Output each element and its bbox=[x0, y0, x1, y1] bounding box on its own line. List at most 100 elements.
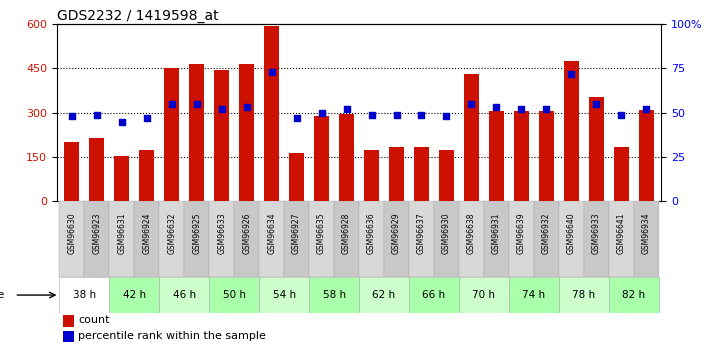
Bar bbox=[139, 150, 154, 201]
Bar bbox=[484, 201, 509, 277]
Bar bbox=[564, 61, 579, 201]
Bar bbox=[534, 201, 559, 277]
Bar bbox=[60, 201, 85, 277]
Bar bbox=[109, 201, 134, 277]
Bar bbox=[63, 331, 74, 342]
Point bbox=[515, 107, 527, 112]
Point bbox=[91, 112, 102, 117]
Text: 54 h: 54 h bbox=[272, 290, 296, 300]
Text: GSM96634: GSM96634 bbox=[267, 213, 276, 254]
Bar bbox=[364, 150, 379, 201]
Bar bbox=[539, 111, 554, 201]
Point bbox=[291, 115, 302, 121]
Point bbox=[641, 107, 652, 112]
Text: GSM96638: GSM96638 bbox=[467, 213, 476, 254]
Text: GSM96926: GSM96926 bbox=[242, 213, 251, 254]
Text: GSM96932: GSM96932 bbox=[542, 213, 551, 254]
Text: 58 h: 58 h bbox=[323, 290, 346, 300]
Text: GSM96641: GSM96641 bbox=[616, 213, 626, 254]
Bar bbox=[409, 201, 434, 277]
Bar bbox=[65, 142, 80, 201]
Bar bbox=[189, 64, 204, 201]
Text: GSM96636: GSM96636 bbox=[367, 213, 376, 254]
Point bbox=[266, 69, 277, 75]
Text: GSM96929: GSM96929 bbox=[392, 213, 401, 254]
Text: GSM96933: GSM96933 bbox=[592, 213, 601, 254]
Bar bbox=[509, 201, 534, 277]
Bar bbox=[614, 147, 629, 201]
Bar bbox=[159, 277, 209, 313]
Bar bbox=[309, 201, 334, 277]
Bar bbox=[414, 147, 429, 201]
Bar bbox=[90, 138, 105, 201]
Bar bbox=[559, 277, 609, 313]
Bar bbox=[464, 75, 479, 201]
Text: percentile rank within the sample: percentile rank within the sample bbox=[78, 331, 266, 341]
Point bbox=[441, 114, 452, 119]
Bar bbox=[634, 201, 658, 277]
Text: GSM96639: GSM96639 bbox=[517, 213, 526, 254]
Bar bbox=[260, 201, 284, 277]
Text: GDS2232 / 1419598_at: GDS2232 / 1419598_at bbox=[57, 9, 218, 23]
Bar bbox=[184, 201, 209, 277]
Text: 50 h: 50 h bbox=[223, 290, 246, 300]
Bar bbox=[85, 201, 109, 277]
Point bbox=[366, 112, 378, 117]
Point bbox=[216, 107, 228, 112]
Bar bbox=[459, 201, 484, 277]
Bar bbox=[239, 64, 254, 201]
Bar bbox=[309, 277, 359, 313]
Text: time: time bbox=[0, 290, 4, 300]
Bar bbox=[63, 315, 74, 327]
Point bbox=[566, 71, 577, 77]
Text: GSM96631: GSM96631 bbox=[117, 213, 127, 254]
Point bbox=[241, 105, 252, 110]
Bar bbox=[264, 26, 279, 201]
Bar bbox=[514, 111, 529, 201]
Text: 74 h: 74 h bbox=[523, 290, 545, 300]
Bar bbox=[209, 277, 260, 313]
Point bbox=[191, 101, 203, 107]
Text: 70 h: 70 h bbox=[472, 290, 496, 300]
Bar bbox=[60, 277, 109, 313]
Bar bbox=[134, 201, 159, 277]
Text: GSM96633: GSM96633 bbox=[217, 213, 226, 254]
Bar bbox=[114, 156, 129, 201]
Text: 46 h: 46 h bbox=[173, 290, 196, 300]
Text: GSM96635: GSM96635 bbox=[317, 213, 326, 254]
Text: GSM96924: GSM96924 bbox=[142, 213, 151, 254]
Text: GSM96927: GSM96927 bbox=[292, 213, 301, 254]
Point bbox=[316, 110, 327, 116]
Bar bbox=[314, 116, 329, 201]
Text: GSM96928: GSM96928 bbox=[342, 213, 351, 254]
Point bbox=[116, 119, 127, 125]
Point bbox=[416, 112, 427, 117]
Text: GSM96930: GSM96930 bbox=[442, 213, 451, 254]
Text: GSM96925: GSM96925 bbox=[192, 213, 201, 254]
Text: count: count bbox=[78, 315, 109, 325]
Bar bbox=[384, 201, 409, 277]
Point bbox=[341, 107, 352, 112]
Bar bbox=[359, 277, 409, 313]
Bar bbox=[434, 201, 459, 277]
Bar bbox=[559, 201, 584, 277]
Point bbox=[491, 105, 502, 110]
Bar bbox=[339, 114, 354, 201]
Text: 62 h: 62 h bbox=[373, 290, 395, 300]
Bar bbox=[359, 201, 384, 277]
Bar bbox=[289, 152, 304, 201]
Bar bbox=[609, 277, 658, 313]
Bar bbox=[164, 68, 179, 201]
Bar bbox=[159, 201, 184, 277]
Bar bbox=[109, 277, 159, 313]
Text: 66 h: 66 h bbox=[422, 290, 446, 300]
Bar bbox=[260, 277, 309, 313]
Bar bbox=[409, 277, 459, 313]
Text: GSM96640: GSM96640 bbox=[567, 213, 576, 254]
Point bbox=[540, 107, 552, 112]
Bar bbox=[389, 147, 404, 201]
Bar bbox=[489, 111, 504, 201]
Point bbox=[616, 112, 627, 117]
Bar bbox=[459, 277, 509, 313]
Point bbox=[591, 101, 602, 107]
